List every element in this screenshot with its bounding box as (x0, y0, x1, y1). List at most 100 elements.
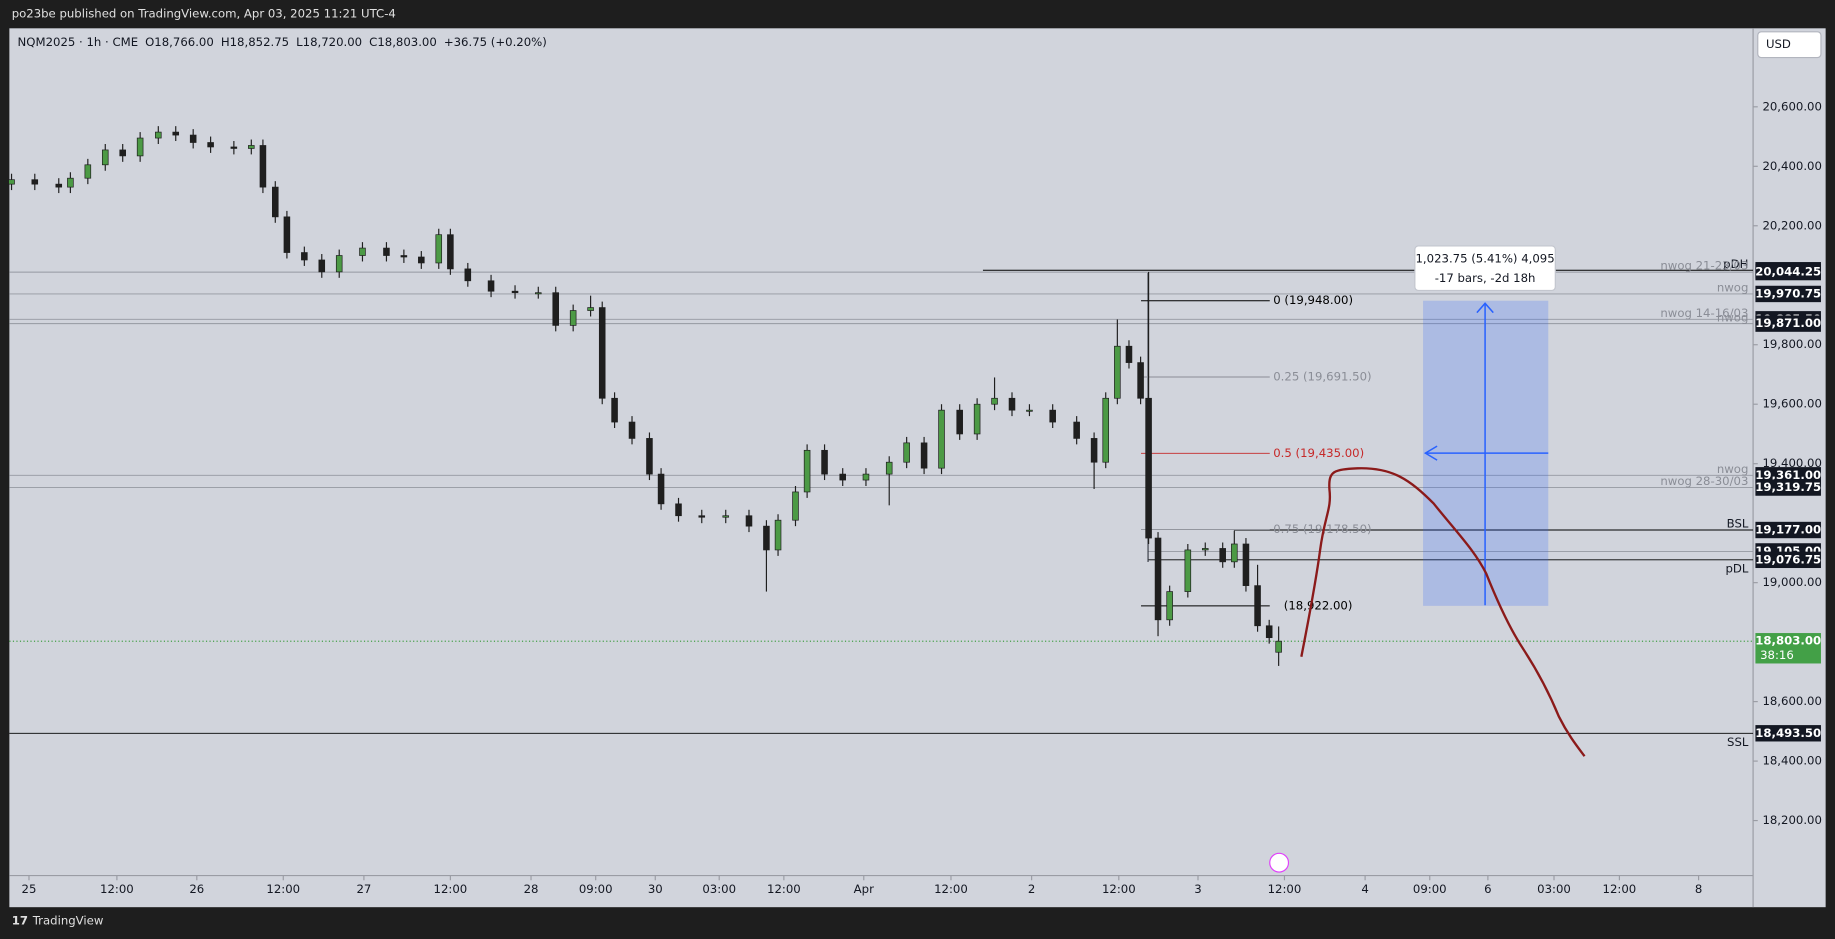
arrow-left-head (1423, 445, 1438, 461)
measure-tooltip (1414, 245, 1556, 292)
x-tick-label: 28 (524, 882, 539, 896)
ohlc-low: L18,720.00 (296, 35, 362, 49)
x-tick-label: 12:00 (767, 882, 801, 896)
candle-body (283, 216, 291, 253)
candle-body (1184, 549, 1192, 592)
x-tick-label: 09:00 (1413, 882, 1447, 896)
measure-line2: -17 bars, -2d 18h (1435, 271, 1536, 285)
candle-body (383, 247, 390, 256)
candle-body (1265, 625, 1273, 639)
candle-body (1166, 591, 1173, 621)
y-tick-label: 20,600.00 (1762, 99, 1821, 113)
candle-body (1114, 345, 1121, 399)
candle-body (8, 179, 15, 185)
level-note: nwog 14-16/03 (1660, 306, 1748, 320)
y-tick-label: 19,600.00 (1762, 397, 1821, 411)
last-price-badge (1755, 633, 1821, 664)
legend: NQM2025 · 1h · CME O18,766.00 H18,852.75… (18, 35, 547, 49)
level-badge (1755, 479, 1821, 496)
level-note: nwog (1717, 281, 1749, 295)
candle-body (1137, 362, 1144, 399)
level-note: BSL (1727, 517, 1749, 531)
fib-label: 0 (19,948.00) (1273, 293, 1353, 307)
candle-body (1275, 640, 1282, 653)
level-label: 20,044.25 (1755, 265, 1821, 279)
level-label: 19,177.00 (1755, 523, 1821, 537)
footer-brand: TradingView (32, 914, 104, 928)
countdown: 38:16 (1760, 648, 1794, 662)
candle-body (1242, 543, 1250, 586)
x-tick-label: 12:00 (934, 882, 968, 896)
last-price-label: 18,803.00 (1755, 634, 1821, 648)
candle-body (101, 149, 109, 166)
candle-body (511, 290, 519, 294)
candle-body (991, 397, 998, 405)
x-tick-label: 03:00 (1537, 882, 1571, 896)
candle-body (1090, 438, 1098, 463)
candle-body (1219, 548, 1226, 563)
level-note: nwog (1717, 310, 1749, 324)
level-note: nwog 28-30/03 (1660, 474, 1748, 488)
candle-body (1125, 345, 1133, 363)
candle-body (1154, 537, 1162, 621)
candle-body (646, 438, 653, 475)
candle-body (774, 519, 782, 551)
x-tick-label: 12:00 (1102, 882, 1136, 896)
x-tick-label: 12:00 (1603, 882, 1637, 896)
candle-body (938, 409, 945, 469)
x-tick-label: 3 (1194, 882, 1201, 896)
level-badge (1755, 551, 1821, 569)
level-label: 19,871.00 (1755, 316, 1821, 330)
level-badge (1755, 285, 1821, 303)
candle-body (230, 146, 238, 149)
candle-body (67, 177, 74, 188)
fib-label: (18,922.00) (1284, 598, 1353, 612)
fib-label: 0.5 (19,435.00) (1273, 446, 1364, 460)
level-label: 19,970.75 (1755, 286, 1821, 300)
candle-body (839, 473, 846, 481)
candle-body (611, 397, 618, 423)
footer-logo: 𝟭𝟳 (12, 914, 28, 928)
projection-drawing (1300, 467, 1586, 757)
candle-body (318, 259, 326, 273)
x-tick-label: 4 (1361, 882, 1368, 896)
level-note: nwog (1717, 462, 1749, 476)
x-tick-label: Apr (854, 882, 874, 896)
x-tick-label: 12:00 (266, 882, 300, 896)
event-icon[interactable] (1269, 852, 1290, 873)
candle-body (569, 310, 577, 326)
level-note: pDL (1725, 562, 1748, 576)
candle-body (722, 515, 730, 518)
x-tick-label: 2 (1028, 882, 1035, 896)
y-tick-label: 19,800.00 (1762, 337, 1821, 351)
candle-body (335, 255, 343, 273)
candle-body (136, 137, 144, 157)
x-tick-label: 12:00 (434, 882, 468, 896)
x-tick-label: 09:00 (579, 882, 613, 896)
footer: 𝟭𝟳 TradingView (12, 914, 104, 928)
level-badge (1755, 315, 1821, 332)
x-tick-label: 25 (22, 882, 37, 896)
y-tick-label: 20,200.00 (1762, 218, 1821, 232)
candle-body (1049, 409, 1056, 423)
candle-body (400, 255, 408, 258)
candle-body (55, 183, 63, 188)
candle-body (301, 252, 308, 261)
currency[interactable]: USD (1766, 37, 1791, 51)
symbol: NQM2025 · 1h · CME (18, 35, 139, 49)
candle-body (1201, 548, 1209, 551)
candle-body (657, 473, 665, 505)
candle-body (435, 234, 443, 264)
candle-body (1254, 585, 1261, 627)
level-note: SSL (1727, 735, 1749, 749)
candle-body (821, 449, 828, 475)
currency-button[interactable] (1757, 31, 1822, 59)
candle-body (1231, 543, 1238, 563)
change: +36.75 (+0.20%) (444, 35, 547, 49)
candle-body (803, 449, 811, 493)
candle-body (698, 515, 706, 518)
x-tick-label: 12:00 (100, 882, 134, 896)
candle-body (1026, 409, 1033, 412)
candle-body (598, 307, 606, 399)
y-tick-label: 18,400.00 (1762, 754, 1821, 768)
